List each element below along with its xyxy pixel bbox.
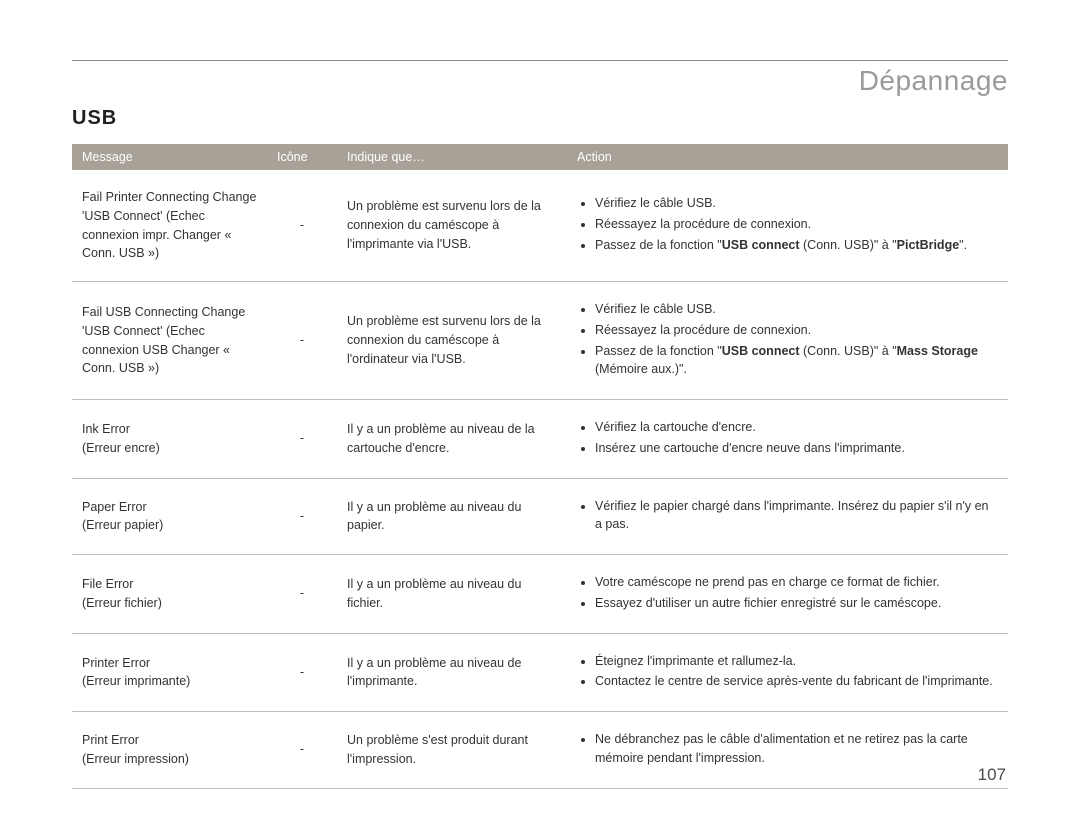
action-list: Vérifiez le papier chargé dans l'imprima…	[577, 497, 998, 535]
action-item: Réessayez la procédure de connexion.	[595, 321, 998, 340]
troubleshooting-table: Message Icône Indique que… Action Fail P…	[72, 144, 1008, 789]
cell-action: Vérifiez la cartouche d'encre. Insérez un…	[567, 400, 1008, 479]
action-list: Vérifiez le câble USB. Réessayez la procé…	[577, 300, 998, 379]
cell-indique: Un problème est survenu lors de la conne…	[337, 282, 567, 400]
action-item: Essayez d'utiliser un autre fichier enre…	[595, 594, 998, 613]
action-list: Ne débranchez pas le câble d'alimentatio…	[577, 730, 998, 768]
cell-action: Vérifiez le papier chargé dans l'imprima…	[567, 478, 1008, 555]
section-title: USB	[72, 107, 1008, 130]
cell-message: Ink Error(Erreur encre)	[72, 400, 267, 479]
cell-message: Fail USB Connecting Change 'USB Connect'…	[72, 282, 267, 400]
cell-action: Vérifiez le câble USB. Réessayez la procé…	[567, 282, 1008, 400]
cell-icone: -	[267, 555, 337, 634]
cell-indique: Il y a un problème au niveau de la carto…	[337, 400, 567, 479]
action-item: Passez de la fonction "USB connect (Conn…	[595, 342, 998, 380]
cell-icone: -	[267, 282, 337, 400]
action-item: Éteignez l'imprimante et rallumez-la.	[595, 652, 998, 671]
col-header-message: Message	[72, 144, 267, 170]
cell-indique: Il y a un problème au niveau de l'imprim…	[337, 633, 567, 712]
manual-page: Dépannage USB Message Icône Indique que……	[0, 0, 1080, 829]
table-row: File Error(Erreur fichier)-Il y a un pro…	[72, 555, 1008, 634]
cell-indique: Un problème est survenu lors de la conne…	[337, 170, 567, 282]
action-item: Réessayez la procédure de connexion.	[595, 215, 998, 234]
cell-icone: -	[267, 170, 337, 282]
action-item: Vérifiez la cartouche d'encre.	[595, 418, 998, 437]
page-number: 107	[978, 765, 1006, 785]
action-item: Vérifiez le câble USB.	[595, 194, 998, 213]
action-list: Vérifiez la cartouche d'encre. Insérez un…	[577, 418, 998, 458]
action-item: Contactez le centre de service après-ven…	[595, 672, 998, 691]
cell-indique: Un problème s'est produit durant l'impre…	[337, 712, 567, 789]
table-body: Fail Printer Connecting Change 'USB Conn…	[72, 170, 1008, 788]
action-list: Éteignez l'imprimante et rallumez-la.Con…	[577, 652, 998, 692]
chapter-title: Dépannage	[72, 65, 1008, 97]
table-row: Ink Error(Erreur encre)-Il y a un problè…	[72, 400, 1008, 479]
cell-action: Votre caméscope ne prend pas en charge c…	[567, 555, 1008, 634]
table-row: Paper Error(Erreur papier)-Il y a un pro…	[72, 478, 1008, 555]
cell-action: Ne débranchez pas le câble d'alimentatio…	[567, 712, 1008, 789]
table-row: Fail Printer Connecting Change 'USB Conn…	[72, 170, 1008, 282]
action-item: Vérifiez le papier chargé dans l'imprima…	[595, 497, 998, 535]
table-header: Message Icône Indique que… Action	[72, 144, 1008, 170]
table-row: Printer Error(Erreur imprimante)-Il y a …	[72, 633, 1008, 712]
action-list: Votre caméscope ne prend pas en charge c…	[577, 573, 998, 613]
table-row: Fail USB Connecting Change 'USB Connect'…	[72, 282, 1008, 400]
cell-message: Paper Error(Erreur papier)	[72, 478, 267, 555]
col-header-indique: Indique que…	[337, 144, 567, 170]
col-header-action: Action	[567, 144, 1008, 170]
cell-message: Print Error(Erreur impression)	[72, 712, 267, 789]
cell-action: Éteignez l'imprimante et rallumez-la.Con…	[567, 633, 1008, 712]
cell-indique: Il y a un problème au niveau du fichier.	[337, 555, 567, 634]
cell-icone: -	[267, 712, 337, 789]
action-item: Vérifiez le câble USB.	[595, 300, 998, 319]
cell-action: Vérifiez le câble USB. Réessayez la procé…	[567, 170, 1008, 282]
action-item: Insérez une cartouche d'encre neuve dans…	[595, 439, 998, 458]
cell-icone: -	[267, 400, 337, 479]
cell-message: Fail Printer Connecting Change 'USB Conn…	[72, 170, 267, 282]
header-rule	[72, 60, 1008, 61]
action-item: Votre caméscope ne prend pas en charge c…	[595, 573, 998, 592]
cell-icone: -	[267, 633, 337, 712]
col-header-icone: Icône	[267, 144, 337, 170]
action-list: Vérifiez le câble USB. Réessayez la procé…	[577, 194, 998, 254]
cell-message: File Error(Erreur fichier)	[72, 555, 267, 634]
action-item: Passez de la fonction "USB connect (Conn…	[595, 236, 998, 255]
cell-icone: -	[267, 478, 337, 555]
table-row: Print Error(Erreur impression)-Un problè…	[72, 712, 1008, 789]
action-item: Ne débranchez pas le câble d'alimentatio…	[595, 730, 998, 768]
cell-indique: Il y a un problème au niveau du papier.	[337, 478, 567, 555]
cell-message: Printer Error(Erreur imprimante)	[72, 633, 267, 712]
